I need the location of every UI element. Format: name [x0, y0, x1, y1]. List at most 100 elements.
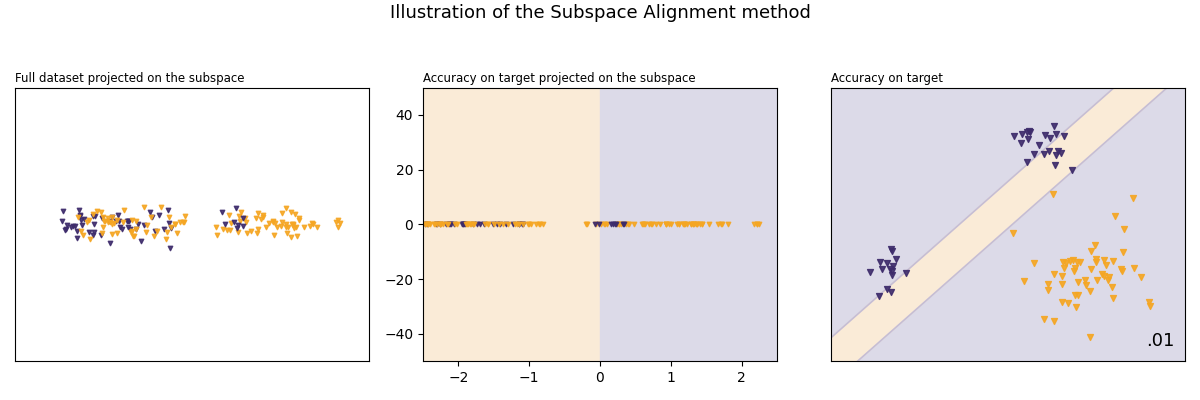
Point — [98, 215, 118, 222]
Point — [330, 220, 349, 226]
Point — [170, 219, 190, 225]
Point — [1012, 140, 1031, 146]
Point — [56, 226, 76, 232]
Point — [1068, 292, 1087, 298]
Point — [416, 221, 436, 228]
Point — [883, 272, 902, 278]
Point — [613, 221, 632, 228]
Point — [656, 221, 676, 228]
Point — [366, 221, 385, 228]
Point — [748, 221, 767, 228]
Point — [1004, 133, 1024, 139]
Point — [674, 221, 694, 228]
Point — [304, 221, 323, 227]
Point — [253, 214, 272, 220]
Point — [160, 220, 179, 226]
Point — [445, 221, 464, 228]
Point — [607, 221, 626, 228]
Point — [454, 221, 473, 228]
Point — [156, 235, 175, 242]
Point — [77, 219, 96, 225]
Point — [635, 221, 654, 228]
Point — [1020, 128, 1039, 135]
Point — [1025, 150, 1044, 157]
Point — [510, 221, 529, 228]
Point — [302, 220, 322, 227]
Point — [606, 221, 625, 228]
Point — [1044, 271, 1063, 277]
Point — [229, 229, 248, 236]
Point — [109, 218, 128, 225]
Point — [640, 221, 659, 228]
Point — [1098, 277, 1117, 283]
Point — [1141, 303, 1160, 310]
Point — [140, 209, 160, 215]
Text: Accuracy on target: Accuracy on target — [830, 72, 943, 85]
Point — [677, 221, 696, 228]
Point — [85, 229, 104, 235]
Point — [712, 221, 731, 228]
Point — [278, 224, 298, 230]
Point — [283, 221, 302, 228]
Point — [83, 211, 102, 217]
Point — [670, 221, 689, 228]
Text: Accuracy on target projected on the subspace: Accuracy on target projected on the subs… — [422, 72, 696, 85]
Point — [1092, 271, 1111, 277]
Point — [1111, 266, 1130, 272]
Point — [1038, 281, 1057, 287]
Point — [230, 218, 250, 224]
Point — [155, 226, 174, 232]
Point — [1132, 274, 1151, 280]
Point — [690, 221, 709, 228]
Point — [1019, 128, 1038, 134]
Point — [520, 221, 539, 228]
Point — [503, 221, 522, 228]
Point — [635, 221, 654, 228]
Point — [149, 212, 168, 218]
Point — [682, 221, 701, 228]
Point — [670, 221, 689, 228]
Point — [406, 221, 425, 228]
Point — [510, 221, 529, 228]
Point — [598, 221, 617, 228]
Point — [457, 221, 476, 228]
Point — [533, 221, 552, 228]
Point — [272, 210, 292, 216]
Point — [265, 220, 284, 226]
Point — [642, 221, 661, 228]
Point — [1087, 258, 1106, 265]
Point — [419, 221, 438, 228]
Point — [1097, 262, 1116, 268]
Point — [661, 221, 680, 228]
Point — [425, 221, 444, 228]
Point — [491, 221, 510, 228]
Point — [236, 219, 256, 225]
Point — [1060, 258, 1079, 265]
Point — [415, 221, 434, 228]
Point — [1052, 298, 1072, 305]
Point — [107, 218, 126, 224]
Point — [122, 228, 142, 234]
Point — [103, 214, 122, 220]
Point — [263, 218, 282, 224]
Point — [222, 220, 241, 226]
Point — [276, 220, 295, 227]
Point — [403, 221, 422, 228]
Point — [1094, 273, 1114, 279]
Point — [92, 232, 112, 238]
Point — [372, 221, 391, 228]
Point — [896, 270, 916, 276]
Point — [1081, 248, 1100, 254]
Point — [484, 221, 503, 228]
Point — [74, 216, 94, 222]
Point — [1016, 129, 1036, 136]
Point — [882, 268, 901, 274]
Point — [162, 224, 181, 230]
Point — [610, 221, 629, 228]
Point — [586, 221, 605, 228]
Point — [121, 229, 140, 235]
Point — [470, 221, 490, 228]
Point — [479, 221, 498, 228]
Point — [66, 223, 85, 229]
Point — [403, 221, 422, 228]
